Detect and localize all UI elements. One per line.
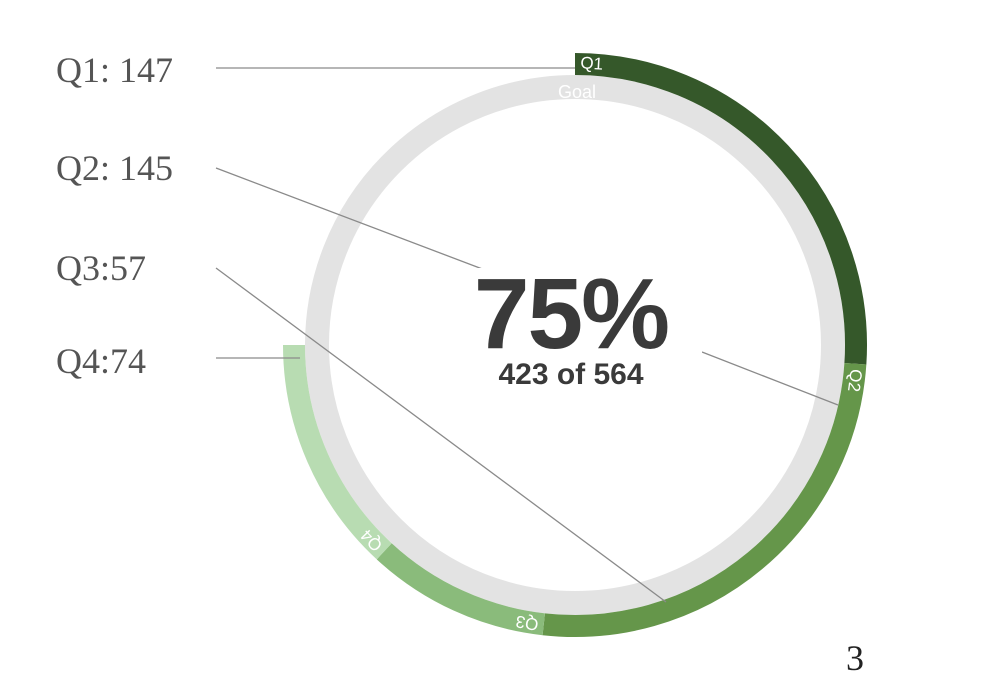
legend-connectors <box>215 67 839 603</box>
goal-label: Goal <box>558 82 596 102</box>
arc-label-q1: Q1 <box>580 53 604 73</box>
connector-q2-arc <box>701 351 839 406</box>
arc-q2 <box>542 363 867 637</box>
connector-q2 <box>215 167 486 271</box>
legend-q1: Q1: 147 <box>56 50 173 90</box>
page-number: 3 <box>846 638 864 678</box>
arc-q4 <box>283 344 392 560</box>
center-summary: 75% 423 of 564 <box>440 258 702 396</box>
quarter-arcs <box>283 53 867 637</box>
goal-track <box>305 75 845 615</box>
legend-q2: Q2: 145 <box>56 148 173 188</box>
percent-complete: 75% <box>473 258 670 370</box>
arc-label-q3: Q3 <box>514 612 540 635</box>
legend-q3: Q3:57 <box>56 248 146 288</box>
arc-q1 <box>574 53 867 365</box>
arc-q3 <box>376 543 546 636</box>
arc-label-q2: Q2 <box>844 368 866 393</box>
progress-subtitle: 423 of 564 <box>498 358 644 391</box>
connector-q3 <box>215 267 667 603</box>
legend-q4: Q4:74 <box>56 341 146 381</box>
